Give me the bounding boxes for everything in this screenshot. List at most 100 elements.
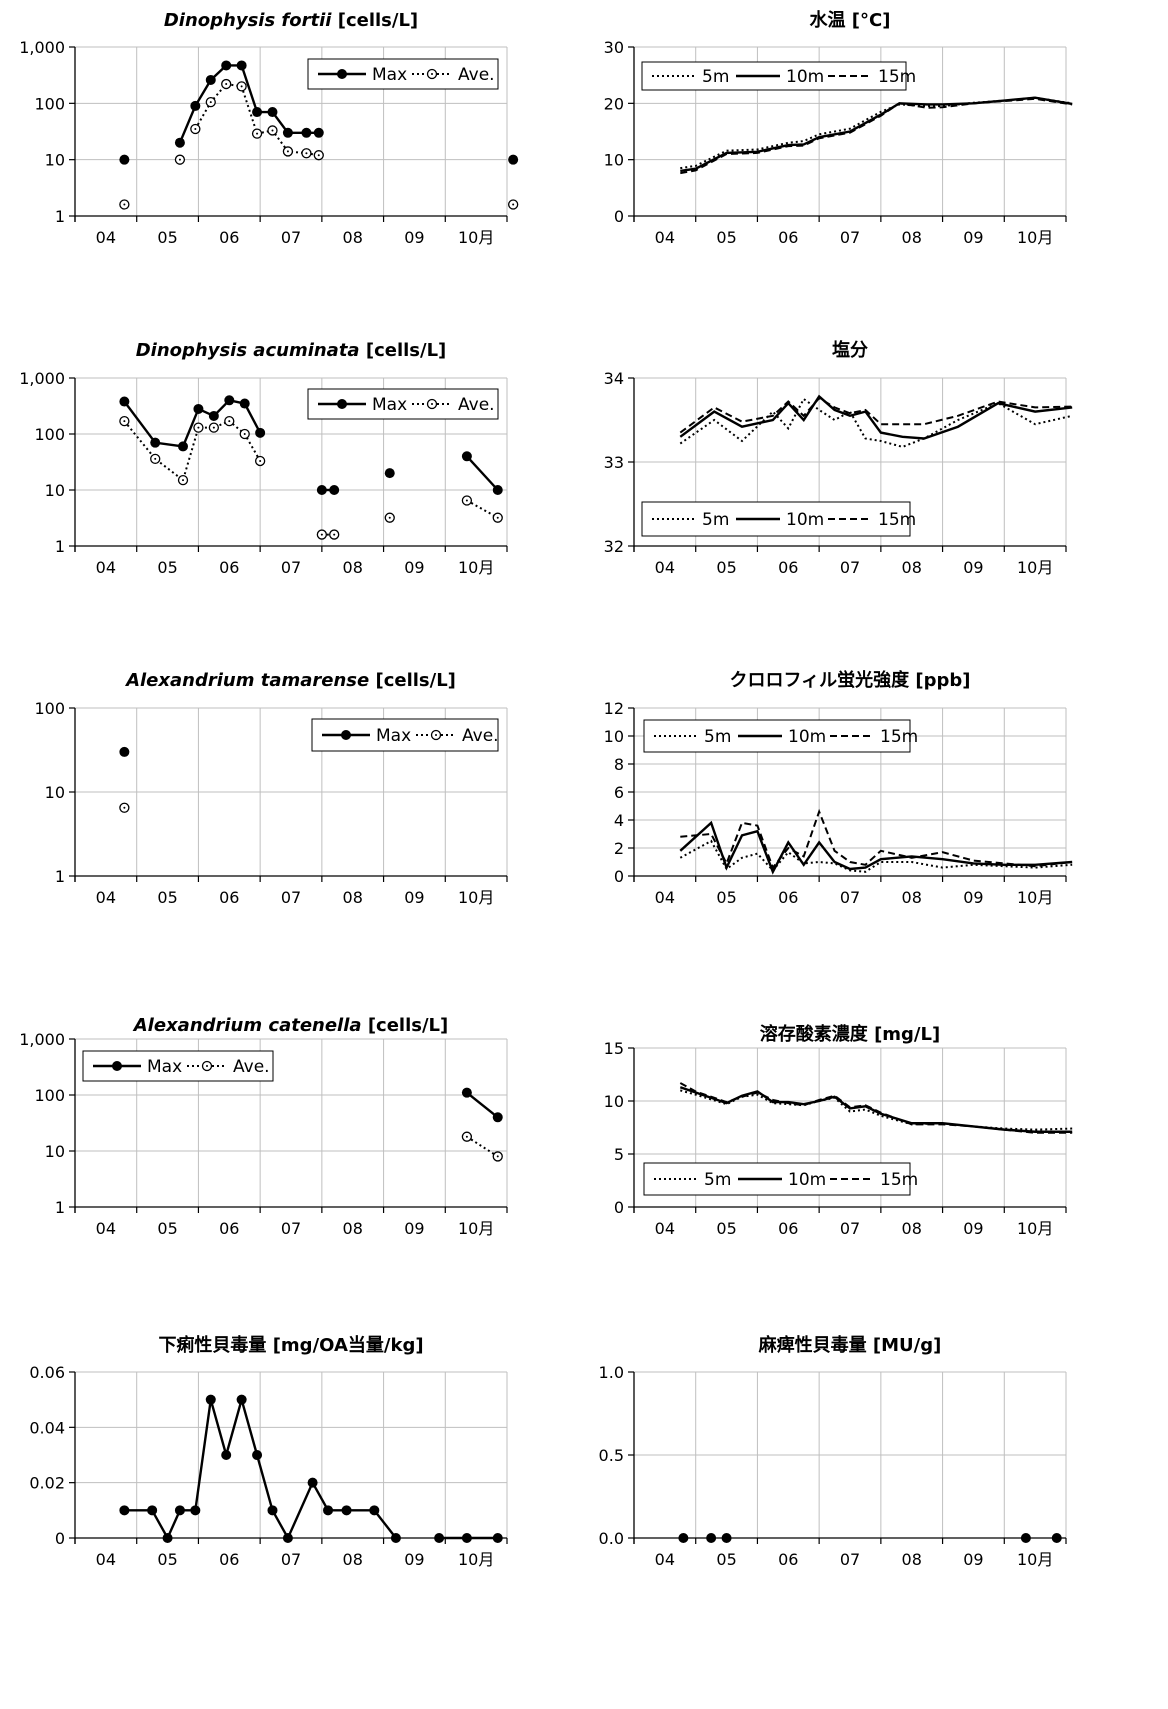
x-tick-label: 10月 [1017,228,1053,247]
data-point-center [123,420,126,423]
series-line [680,808,1073,870]
chart-dsp: 下痢性貝毒量 [mg/OA当量/kg] 0 0.02 0.04 0.06 04 05 06 07… [29,1334,508,1569]
y-tick-label: 0.02 [29,1474,65,1493]
data-point-center [197,426,200,429]
data-point-center [182,479,184,482]
data-point [282,127,293,138]
data-point [384,468,395,479]
x-tick-label: 06 [778,1219,798,1238]
x-tick-label: 10月 [1017,888,1053,907]
y-tick-label: 0.0 [599,1529,624,1548]
y-tick-label: 100 [34,94,65,113]
x-tick-label: 10月 [458,1219,494,1238]
y-tick-label: 100 [34,425,65,444]
x-tick-label: 06 [219,1550,239,1569]
x-tick-label: 08 [902,228,922,247]
legend-label: 10m [788,727,826,747]
data-point [190,1505,201,1516]
data-point [307,1477,318,1488]
data-point [313,127,324,138]
series-line [679,394,1073,440]
chart-title: 麻痺性貝毒量 [MU/g] [758,1334,942,1356]
data-point [316,485,327,495]
data-point [434,1533,445,1543]
data-point-center [271,129,274,132]
series-line [679,396,1073,434]
data-point [147,1505,158,1516]
x-tick-label: 07 [840,558,860,577]
chart-title: Alexandrium catenella [cells/L] [132,1015,449,1036]
x-tick-label: 04 [96,228,116,247]
legend-label: Max [376,726,411,746]
y-tick-label: 2 [614,839,624,858]
x-tick-label: 08 [343,558,363,577]
x-tick-label: 04 [655,888,675,907]
x-tick-label: 09 [963,1550,983,1569]
data-point [301,127,312,138]
x-tick-label: 10月 [1017,1219,1053,1238]
data-point [1051,1533,1062,1543]
chart-title: 下痢性貝毒量 [mg/OA当量/kg] [158,1334,423,1356]
data-point-center [286,150,289,153]
chart-chlorophyll: クロロフィル蛍光強度 [ppb] 0 2 4 6 8 10 12 04 05 06 07 08 09 10月… [604,669,1073,907]
x-tick-label: 05 [716,1550,736,1569]
series-line [466,1135,499,1158]
x-tick-label: 08 [343,1219,363,1238]
data-point-center [317,154,320,157]
data-point-center [388,516,391,519]
data-point [461,1087,472,1098]
legend-label: Ave. [462,726,499,746]
x-tick-label: 08 [902,1550,922,1569]
chart-salinity: 塩分 32 33 34 04 05 06 07 08 09 10月 5m 10m 15m [604,339,1073,577]
data-point [119,746,130,757]
y-tick-label: 1 [55,537,65,556]
legend-marker [337,69,347,79]
legend-label: 15m [880,727,918,747]
x-tick-label: 06 [778,1550,798,1569]
y-tick-label: 0 [614,207,624,226]
data-point [252,107,263,118]
y-tick-label: 0 [55,1529,65,1548]
data-point-center [123,203,126,206]
legend-label: 5m [704,727,731,747]
legend-label: 5m [702,510,729,530]
chart-title: 溶存酸素濃度 [mg/L] [760,1023,940,1045]
y-tick-label: 15 [604,1039,624,1058]
data-point-center [496,516,499,519]
data-point-center [496,1155,499,1158]
data-point-center [333,533,336,536]
y-tick-label: 10 [45,783,65,802]
legend: 5m 10m 15m [641,501,916,537]
data-point-center [320,533,323,536]
x-tick-label: 06 [219,228,239,247]
series-line [679,820,1073,875]
data-point [178,441,188,452]
legend-marker-center [435,734,437,736]
legend-label: 15m [878,510,916,530]
legend: 5m 10m 15m [643,1162,918,1196]
legend-label: Max [147,1057,182,1077]
legend-label: 10m [788,1170,826,1190]
data-point [119,396,130,407]
x-tick-label: 06 [219,1219,239,1238]
x-tick-label: 05 [716,558,736,577]
chart-a-tamarense: Alexandrium tamarense [cells/L] 1 10 100 04 0… [34,670,508,907]
chart-title: クロロフィル蛍光強度 [ppb] [729,669,970,691]
x-tick-label: 05 [716,228,736,247]
data-point [224,395,235,406]
y-tick-label: 10 [45,481,65,500]
legend: Max Ave. [307,58,499,90]
x-tick-label: 05 [716,1219,736,1238]
x-tick-label: 07 [840,1219,860,1238]
series-line [123,398,262,448]
legend-marker-center [206,1065,208,1067]
y-tick-label: 10 [604,151,624,170]
data-point-center [243,433,246,435]
data-point [461,451,472,462]
y-tick-label: 20 [604,94,624,113]
y-tick-label: 1 [55,1198,65,1217]
data-point [267,1505,278,1516]
data-point-center [240,85,243,88]
y-tick-label: 12 [604,699,624,718]
